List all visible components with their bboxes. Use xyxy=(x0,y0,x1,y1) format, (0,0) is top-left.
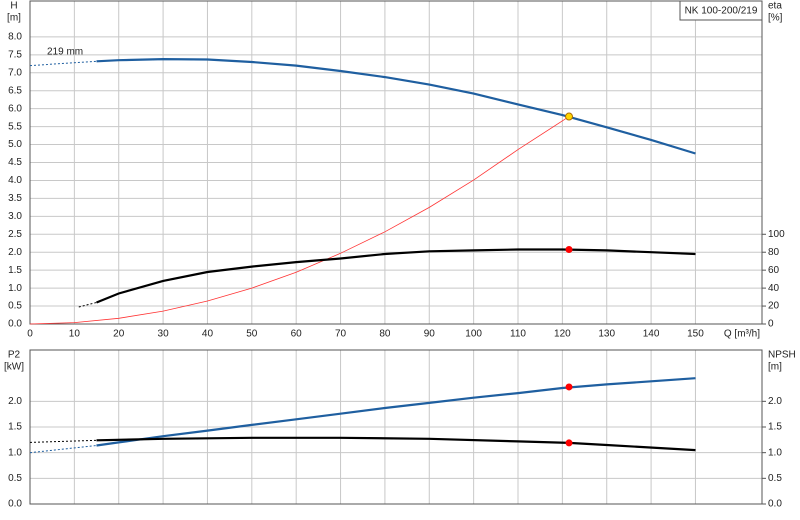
y2-tick-label: 100 xyxy=(768,229,785,240)
y2-tick-label: 1.5 xyxy=(768,422,782,433)
x-tick-label: 100 xyxy=(465,329,482,340)
curve xyxy=(29,439,97,443)
x-tick-label: 120 xyxy=(554,329,571,340)
duty-point xyxy=(565,383,573,391)
y2-tick-label: 60 xyxy=(768,265,780,276)
y2-tick-label: 1.0 xyxy=(768,447,782,458)
y2-axis-unit: [%] xyxy=(768,13,783,24)
x-tick-label: 70 xyxy=(335,329,347,340)
y-tick-label: 0.0 xyxy=(8,319,22,330)
y-tick-label: 2.5 xyxy=(8,229,22,240)
y2-tick-label: 0.5 xyxy=(768,473,782,484)
y-tick-label: 5.0 xyxy=(8,139,22,150)
y-tick-label: 8.0 xyxy=(8,32,22,43)
x-tick-label: 90 xyxy=(424,329,436,340)
y2-tick-label: 40 xyxy=(768,283,780,294)
duty-point xyxy=(565,439,573,447)
x-tick-label: 40 xyxy=(202,329,214,340)
x-tick-label: 80 xyxy=(379,329,391,340)
y2-tick-label: 2.0 xyxy=(768,396,782,407)
y-axis-label: H xyxy=(10,1,17,12)
y2-tick-label: 0 xyxy=(768,319,774,330)
y-tick-label: 1.5 xyxy=(8,265,22,276)
curve xyxy=(96,436,696,452)
chart-title: NK 100-200/219 xyxy=(685,6,758,17)
x-tick-label: 30 xyxy=(158,329,170,340)
y2-axis-label: NPSH xyxy=(768,350,796,361)
curve xyxy=(96,57,696,155)
x-tick-label: 110 xyxy=(510,329,526,340)
y-tick-label: 4.5 xyxy=(8,157,22,168)
x-axis-label: Q [m³/h] xyxy=(724,329,760,340)
y2-tick-label: 80 xyxy=(768,247,780,258)
y-tick-label: 6.0 xyxy=(8,103,22,114)
plot-frame xyxy=(29,349,763,505)
plot-frame xyxy=(29,0,763,325)
x-tick-label: 10 xyxy=(69,329,81,340)
y-tick-label: 2.0 xyxy=(8,396,22,407)
y-axis-unit: [m] xyxy=(7,13,21,24)
y2-tick-label: 0.0 xyxy=(768,499,782,510)
curve xyxy=(29,116,570,325)
y-tick-label: 0.5 xyxy=(8,301,22,312)
y2-tick-label: 20 xyxy=(768,301,780,312)
y-axis-unit: [kW] xyxy=(4,362,24,373)
x-tick-label: 130 xyxy=(598,329,615,340)
x-tick-label: 0 xyxy=(27,329,33,340)
x-tick-label: 140 xyxy=(643,329,660,340)
curve xyxy=(96,377,696,447)
y2-axis-label: eta xyxy=(768,1,782,12)
y-tick-label: 2.0 xyxy=(8,247,22,258)
y-tick-label: 4.0 xyxy=(8,175,22,186)
curve xyxy=(96,248,696,304)
y-tick-label: 3.5 xyxy=(8,193,22,204)
y-tick-label: 5.5 xyxy=(8,121,22,132)
x-tick-label: 20 xyxy=(113,329,125,340)
curve xyxy=(29,60,97,67)
y-tick-label: 1.0 xyxy=(8,447,22,458)
duty-point xyxy=(565,246,573,254)
duty-point xyxy=(565,112,574,121)
x-tick-label: 50 xyxy=(246,329,258,340)
y-tick-label: 1.5 xyxy=(8,422,22,433)
y-axis-label: P2 xyxy=(8,350,21,361)
title-box xyxy=(679,0,763,21)
y-tick-label: 6.5 xyxy=(8,85,22,96)
curve xyxy=(29,445,97,454)
y-tick-label: 3.0 xyxy=(8,211,22,222)
x-tick-label: 60 xyxy=(291,329,303,340)
annotation: 219 mm xyxy=(47,47,83,58)
x-tick-label: 150 xyxy=(687,329,704,340)
y-tick-label: 0.5 xyxy=(8,473,22,484)
y-tick-label: 1.0 xyxy=(8,283,22,294)
y-tick-label: 7.0 xyxy=(8,67,22,78)
y-tick-label: 7.5 xyxy=(8,49,22,60)
y-tick-label: 0.0 xyxy=(8,499,22,510)
curve xyxy=(78,302,97,308)
y2-axis-unit: [m] xyxy=(768,362,782,373)
